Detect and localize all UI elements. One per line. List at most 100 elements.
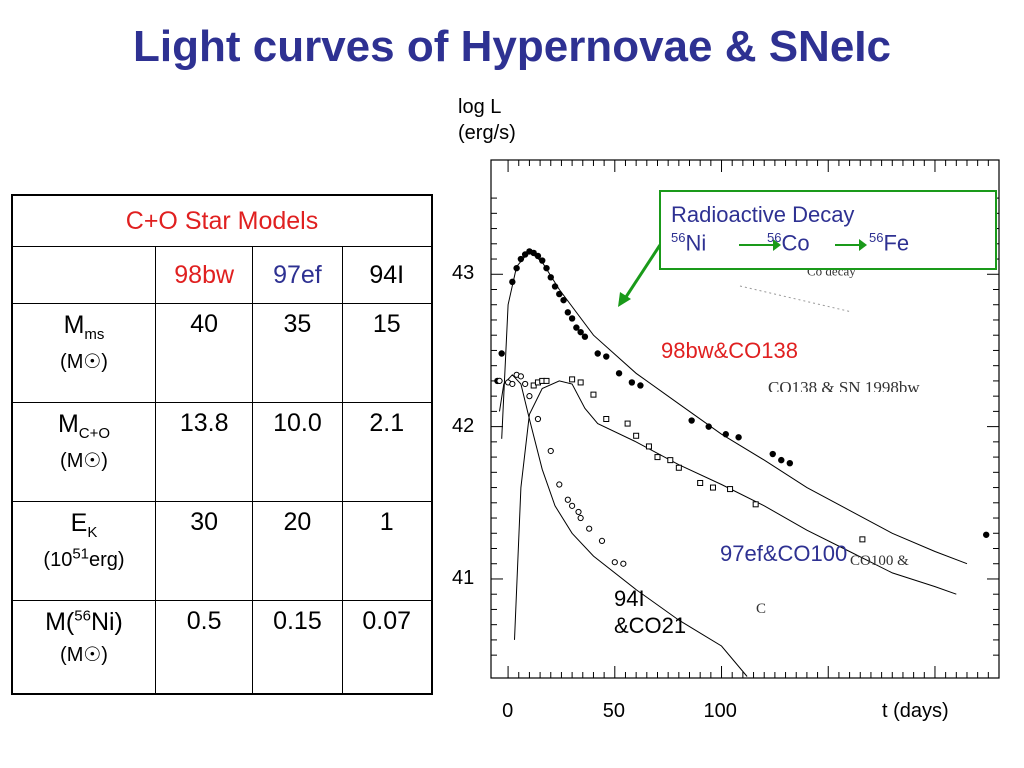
y-axis-label: log L (erg/s) <box>458 96 516 144</box>
axis-ticks <box>491 160 999 678</box>
column-header-98bw: 98bw <box>154 246 254 304</box>
table-row: M(56Ni) (M☉) 0.5 0.15 0.07 <box>11 600 433 695</box>
data-point <box>517 373 524 380</box>
data-point <box>727 486 734 493</box>
data-point <box>569 376 576 383</box>
data-point <box>556 290 563 298</box>
data-point <box>513 264 520 272</box>
data-point <box>590 391 597 398</box>
data-point <box>556 481 563 488</box>
table-cell: 1 <box>341 501 433 601</box>
y-tick-label: 42 <box>452 414 475 437</box>
data-point <box>611 559 618 566</box>
data-point <box>577 379 584 386</box>
table-cell: 30 <box>154 501 254 601</box>
callout-arrow-line <box>622 244 662 301</box>
data-point <box>603 416 610 422</box>
plot-frame <box>490 159 1000 679</box>
co-decay-dotted-line <box>739 285 853 313</box>
table-cell: 0.5 <box>154 600 254 695</box>
callout-arrow-head <box>618 292 631 307</box>
data-point <box>573 324 580 331</box>
decay-arrow-icon <box>835 239 867 251</box>
data-point <box>620 560 627 567</box>
models-table: C+O Star Models 98bw 97ef 94I Mms (M☉) 40… <box>11 194 433 695</box>
table-row: MC+O (M☉) 13.8 10.0 2.1 <box>11 402 433 502</box>
data-point <box>709 484 716 491</box>
data-point <box>982 531 990 538</box>
row-label-mni: M(56Ni) (M☉) <box>11 600 156 695</box>
radioactive-decay-box: Radioactive Decay 56Ni 56Co 56Fe <box>659 190 997 270</box>
data-point <box>778 456 785 464</box>
data-point <box>624 420 631 427</box>
data-point <box>859 536 866 543</box>
decay-fe: 56Fe <box>869 230 910 256</box>
data-point <box>498 350 505 357</box>
row-label-ek: EK (1051erg) <box>11 501 156 601</box>
data-point <box>509 278 516 286</box>
data-point <box>547 447 554 455</box>
model-curve <box>514 380 957 640</box>
decay-chain: 56Ni 56Co 56Fe <box>671 230 995 258</box>
column-header-97ef: 97ef <box>252 246 343 304</box>
data-points <box>494 248 990 567</box>
ef-shadow-label: CO100 & SN 1997ef <box>850 553 909 565</box>
data-point <box>509 380 516 388</box>
table-cell: 2.1 <box>341 402 433 502</box>
model-curve <box>499 374 748 677</box>
series-label-94i: 94I &CO21 <box>614 586 687 638</box>
table-cell: 0.07 <box>341 600 433 695</box>
x-axis-label: t (days) <box>882 700 949 722</box>
decay-ni: 56Ni <box>671 230 707 256</box>
table-cell: 35 <box>252 303 343 403</box>
decay-co: 56Co <box>767 230 810 256</box>
x-tick-label: 0 <box>502 700 514 722</box>
data-point <box>598 537 606 544</box>
data-point <box>633 432 640 439</box>
data-point <box>654 454 661 461</box>
data-point <box>534 252 542 260</box>
data-point <box>769 450 776 458</box>
data-point <box>517 255 525 263</box>
data-point <box>594 350 601 357</box>
x-tick-label: 100 <box>703 700 737 722</box>
data-point <box>628 379 636 386</box>
bw-shadow-label: CO138 & SN 1998bw <box>768 378 920 392</box>
data-point <box>637 382 644 389</box>
data-point <box>539 257 546 264</box>
data-point <box>564 496 571 503</box>
model-curves <box>499 250 968 677</box>
data-point <box>569 502 576 509</box>
data-point <box>752 501 759 508</box>
table-cell: 10.0 <box>252 402 343 502</box>
data-point <box>645 443 652 450</box>
data-point <box>577 328 584 336</box>
data-point <box>543 377 550 384</box>
y-tick-label: 41 <box>452 566 475 589</box>
data-point <box>786 459 794 467</box>
table-cell: 13.8 <box>154 402 254 502</box>
data-point <box>522 380 529 388</box>
data-point <box>581 333 589 340</box>
data-point <box>551 283 559 290</box>
i-shadow-label: C <box>756 601 767 617</box>
data-point <box>577 514 584 522</box>
decay-title: Radioactive Decay <box>671 202 855 227</box>
data-point <box>575 508 582 516</box>
data-point <box>586 525 593 532</box>
table-row: EK (1051erg) 30 20 1 <box>11 501 433 601</box>
slide-title: Light curves of Hypernovae & SNeIc <box>133 22 891 71</box>
data-point <box>526 393 533 400</box>
decay-arrow-icon <box>739 239 781 251</box>
column-header-94i: 94I <box>341 246 433 304</box>
data-point <box>534 415 542 423</box>
data-point <box>615 370 623 377</box>
data-point <box>675 464 682 471</box>
data-point <box>530 382 537 389</box>
data-point <box>603 353 610 360</box>
table-cell: 15 <box>341 303 433 403</box>
y-tick-label: 43 <box>452 262 475 285</box>
x-tick-label: 50 <box>602 700 626 722</box>
data-point <box>705 423 712 430</box>
data-point <box>547 274 554 281</box>
